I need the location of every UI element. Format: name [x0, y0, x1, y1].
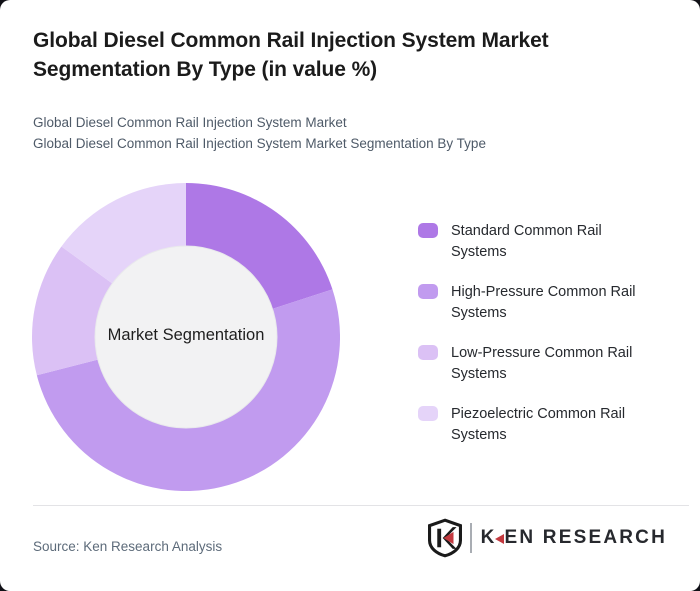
legend-label: Low-Pressure Common Rail Systems — [451, 345, 633, 382]
chart-legend: Standard Common Rail Systems High-Pressu… — [418, 221, 647, 465]
donut-center-label: Market Segmentation — [107, 326, 265, 344]
ken-research-shield-icon — [427, 518, 462, 558]
logo-wordmark: K EN RESEARCH — [481, 527, 667, 549]
donut-chart: Market Segmentation — [32, 183, 340, 491]
ken-research-logo: K EN RESEARCH — [427, 518, 667, 558]
donut-hole — [94, 245, 278, 429]
donut-svg — [32, 183, 340, 491]
legend-swatch-high-pressure — [418, 284, 438, 299]
legend-swatch-standard — [418, 223, 438, 238]
legend-label: Piezoelectric Common Rail Systems — [451, 406, 626, 443]
legend-item-high-pressure: High-Pressure Common Rail Systems — [418, 282, 647, 324]
source-text: Source: Ken Research Analysis — [33, 539, 223, 554]
legend-item-piezoelectric: Piezoelectric Common Rail Systems — [418, 404, 647, 446]
page-title: Global Diesel Common Rail Injection Syst… — [33, 29, 549, 81]
logo-red-triangle-icon — [494, 533, 504, 544]
subtitle-line-1: Global Diesel Common Rail Injection Syst… — [33, 115, 347, 130]
legend-item-standard: Standard Common Rail Systems — [418, 221, 647, 263]
logo-text-rest: EN RESEARCH — [504, 527, 667, 548]
legend-swatch-low-pressure — [418, 345, 438, 360]
legend-item-low-pressure: Low-Pressure Common Rail Systems — [418, 343, 647, 385]
logo-divider-bar — [469, 523, 472, 553]
legend-label: High-Pressure Common Rail Systems — [451, 284, 636, 321]
footer-divider — [33, 505, 689, 506]
legend-label: Standard Common Rail Systems — [451, 223, 602, 260]
logo-letter-k: K — [480, 527, 497, 548]
subtitle-line-2: Global Diesel Common Rail Injection Syst… — [33, 136, 486, 151]
legend-swatch-piezoelectric — [418, 406, 438, 421]
